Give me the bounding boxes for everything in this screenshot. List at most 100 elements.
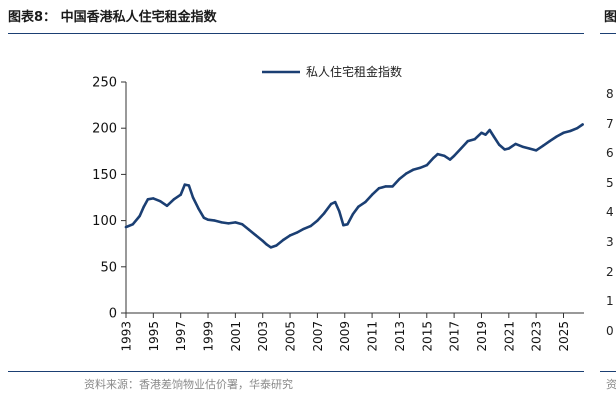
data-point [448,158,452,161]
data-point [534,149,538,152]
data-point [152,197,155,200]
adjacent-axis-fragment: 5 [606,175,614,190]
data-point [288,234,292,237]
data-point [124,225,128,229]
top-rule [8,33,584,34]
data-point [142,205,145,208]
data-point [370,193,374,196]
x-tick-label: 2025 [557,321,571,352]
data-point [202,216,206,220]
data-point [562,131,565,135]
data-point [282,238,285,242]
data-point [295,231,299,234]
data-point [172,198,176,201]
bottom-rule [8,371,584,372]
data-point [265,243,269,246]
data-point [220,221,223,224]
data-point [452,154,456,158]
x-tick-label: 2005 [284,321,298,352]
y-tick-label: 50 [100,260,117,275]
data-point [436,152,439,156]
data-point [323,212,326,215]
data-point [138,214,141,218]
adjacent-axis-fragment: 4 [606,205,614,220]
x-tick-label: 2007 [311,321,325,352]
x-tick-label: 2009 [338,321,352,352]
x-tick-label: 1999 [202,321,216,352]
adjacent-axis-fragment: 1 [606,294,614,309]
data-point [309,224,312,228]
data-point [507,147,511,150]
data-point [364,200,367,204]
x-tick-label: 2001 [229,321,243,352]
adjacent-axis-fragments: 8 7 6 5 4 3 2 1 0 [606,80,616,346]
data-point [528,147,531,150]
adjacent-axis-fragment: 2 [606,264,614,279]
y-tick-label: 100 [92,214,117,229]
data-point [473,138,476,141]
data-point [261,239,264,243]
data-point [316,219,319,222]
data-point [183,183,186,186]
data-point [213,219,217,222]
data-point [227,222,230,225]
series-line [124,123,584,249]
adjacent-axis-fragment: 7 [606,116,614,131]
data-point [146,198,150,201]
data-point [206,218,210,221]
data-point [357,205,360,208]
data-point [411,168,415,171]
adjacent-axis-fragment: 6 [606,146,614,161]
data-point [466,139,469,143]
figure-title: 图表8： 中国香港私人住宅租金指数 [8,10,217,25]
data-point [377,187,381,190]
data-point [405,172,408,175]
data-point [398,177,401,181]
y-tick-label: 0 [109,307,117,322]
x-tick-label: 2011 [366,321,380,352]
data-point [338,210,341,213]
data-point [459,147,463,150]
chart-ticks: 0 50 100 150 200 250 1993 1995 1997 1999 2001 2003 2… [92,76,571,352]
adjacent-axis-fragment: 0 [606,323,614,338]
data-point [191,196,195,199]
data-point [131,223,135,226]
data-point [503,148,506,151]
y-tick-label: 150 [92,168,117,183]
x-tick-label: 1997 [174,321,188,352]
data-point [555,135,558,138]
x-tick-label: 2003 [256,321,270,352]
y-tick-label: 200 [92,122,117,137]
data-point [484,133,487,136]
adjacent-bottom-rule [600,371,616,372]
data-point [346,223,349,226]
adjacent-figure-title-fragment: 图 [604,10,616,25]
data-point [391,185,394,188]
x-tick-label: 2017 [448,321,462,352]
chart-series [124,123,584,249]
data-point [521,145,524,148]
data-point [165,204,169,208]
y-tick-label: 250 [92,76,117,91]
data-point [541,144,545,147]
chart-legend: 私人住宅租金指数 [262,64,402,79]
data-point [480,131,483,135]
data-point [488,128,491,132]
data-point [158,199,162,203]
x-tick-label: 2021 [502,321,516,352]
data-point [234,221,237,224]
legend-label: 私人住宅租金指数 [306,64,402,79]
data-point [384,185,387,188]
data-point [498,143,501,147]
adjacent-source-fragment: 资 [606,378,616,391]
data-point [425,163,428,167]
x-tick-label: 1993 [120,321,134,352]
data-point [569,129,572,133]
x-tick-label: 2023 [530,321,544,352]
adjacent-axis-fragment: 8 [606,87,614,101]
data-point [548,139,552,143]
data-point [197,207,200,210]
x-tick-label: 2013 [393,321,407,352]
source-note: 资料来源：香港差饷物业估价署，华泰研究 [84,378,293,391]
